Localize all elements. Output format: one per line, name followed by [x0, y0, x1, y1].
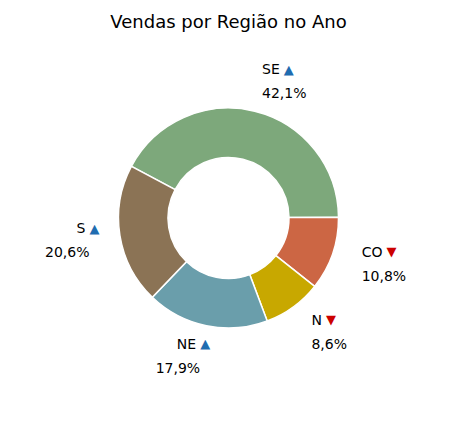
slice-label: CO▼ 10,8% — [362, 244, 406, 284]
chart-title: Vendas por Região no Ano — [110, 11, 346, 32]
category-label: SE — [262, 61, 280, 77]
slice — [119, 166, 187, 297]
category-label: CO — [362, 244, 383, 260]
category-label: N — [311, 312, 321, 328]
data-label: 10,8% — [362, 268, 406, 284]
trend-arrow: ▲ — [284, 62, 294, 77]
chart-container: Vendas por Região no AnoSE▲42,1%CO▼10,8%… — [0, 0, 457, 434]
data-label: 20,6% — [45, 244, 89, 260]
category-label: S — [77, 220, 86, 236]
slice-label: SE ▲ 42,1% — [262, 61, 306, 101]
trend-arrow: ▼ — [326, 312, 336, 327]
trend-arrow: ▼ — [386, 244, 396, 259]
category-label: NE — [177, 336, 196, 352]
chart-svg: Vendas por Região no AnoSE▲42,1%CO▼10,8%… — [0, 0, 457, 434]
donut — [119, 108, 339, 328]
trend-arrow: ▲ — [89, 221, 99, 236]
slice-label: NE ▲17,9% — [156, 336, 210, 376]
slice-label: S▲20,6% — [45, 220, 99, 260]
trend-arrow: ▲ — [200, 336, 210, 351]
data-label: 8,6% — [311, 336, 347, 352]
data-label: 42,1% — [262, 85, 306, 101]
data-label: 17,9% — [156, 360, 200, 376]
slice-label: N ▼ 8,6% — [311, 312, 347, 352]
labels: SE▲42,1%CO▼10,8%N▼8,6%NE▲17,9%S▲20,6% — [45, 61, 406, 376]
